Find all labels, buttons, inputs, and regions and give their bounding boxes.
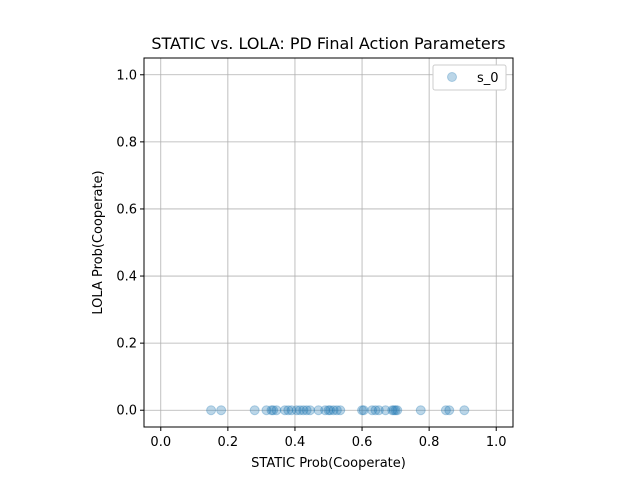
y-tick-label: 0.4 <box>116 270 137 285</box>
data-point <box>261 405 272 416</box>
y-tick-label: 0.2 <box>116 337 137 352</box>
data-point <box>459 405 470 416</box>
data-point <box>301 405 312 416</box>
data-point <box>392 405 403 416</box>
x-tick-label: 1.0 <box>486 435 507 450</box>
x-axis-label: STATIC Prob(Cooperate) <box>251 456 406 471</box>
legend-marker <box>447 72 457 82</box>
data-point <box>305 405 316 416</box>
data-point <box>328 405 339 416</box>
y-tick-label: 1.0 <box>116 68 137 83</box>
chart-title: STATIC vs. LOLA: PD Final Action Paramet… <box>151 34 505 53</box>
y-tick-label: 0.6 <box>116 202 137 217</box>
data-point <box>206 405 217 416</box>
data-point <box>358 405 369 416</box>
data-point <box>373 405 384 416</box>
data-point <box>331 405 342 416</box>
data-point <box>249 405 260 416</box>
grid <box>144 58 513 427</box>
data-point <box>283 405 294 416</box>
data-point <box>388 405 399 416</box>
y-tick-label: 0.8 <box>116 135 137 150</box>
x-axis: 0.0 0.2 0.4 0.6 0.8 1.0 <box>150 427 507 450</box>
data-point <box>268 405 279 416</box>
data-point <box>357 405 368 416</box>
data-point <box>335 405 346 416</box>
data-point <box>294 405 305 416</box>
data-point <box>367 405 378 416</box>
data-point <box>390 405 401 416</box>
x-tick-label: 0.6 <box>352 435 373 450</box>
data-point <box>313 405 324 416</box>
x-tick-label: 0.0 <box>150 435 171 450</box>
legend-label: s_0 <box>477 71 499 86</box>
plot-frame <box>143 57 514 428</box>
data-point <box>286 405 297 416</box>
y-axis-label: LOLA Prob(Cooperate) <box>91 170 106 314</box>
data-point <box>279 405 290 416</box>
data-point <box>380 405 391 416</box>
x-tick-label: 0.8 <box>419 435 440 450</box>
data-point <box>298 405 309 416</box>
y-tick-label: 0.0 <box>116 404 137 419</box>
y-axis: 0.0 0.2 0.4 0.6 0.8 1.0 <box>116 68 144 419</box>
data-point <box>320 405 331 416</box>
legend-box <box>432 64 507 91</box>
data-point <box>271 405 282 416</box>
data-point <box>444 405 455 416</box>
data-points <box>206 405 470 416</box>
data-point <box>291 405 302 416</box>
data-point <box>266 405 277 416</box>
legend: s_0 <box>432 64 507 91</box>
data-point <box>370 405 381 416</box>
data-point <box>325 405 336 416</box>
data-point <box>440 405 451 416</box>
x-tick-label: 0.2 <box>218 435 239 450</box>
data-point <box>323 405 334 416</box>
x-tick-label: 0.4 <box>285 435 306 450</box>
data-point <box>415 405 426 416</box>
data-point <box>216 405 227 416</box>
data-point <box>387 405 398 416</box>
